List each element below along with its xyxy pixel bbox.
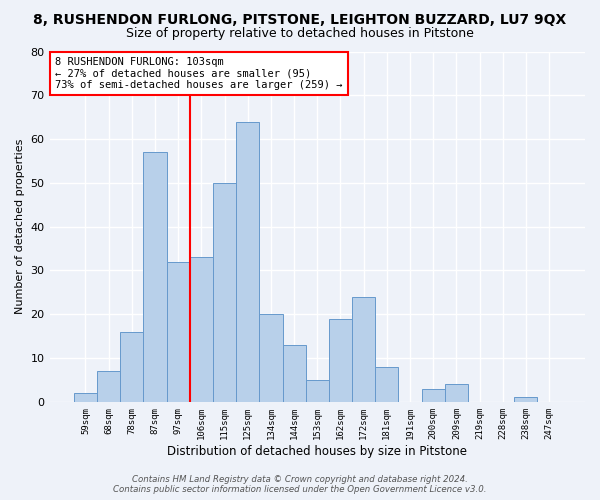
Bar [190, 258, 213, 402]
Bar [283, 345, 305, 402]
Bar [167, 262, 190, 402]
Text: 8 RUSHENDON FURLONG: 103sqm
← 27% of detached houses are smaller (95)
73% of sem: 8 RUSHENDON FURLONG: 103sqm ← 27% of det… [55, 57, 343, 90]
Bar [213, 183, 236, 402]
Text: Size of property relative to detached houses in Pitstone: Size of property relative to detached ho… [126, 28, 474, 40]
Bar [422, 388, 445, 402]
Bar [375, 367, 398, 402]
Text: 8, RUSHENDON FURLONG, PITSTONE, LEIGHTON BUZZARD, LU7 9QX: 8, RUSHENDON FURLONG, PITSTONE, LEIGHTON… [34, 12, 566, 26]
Bar [305, 380, 329, 402]
Y-axis label: Number of detached properties: Number of detached properties [15, 139, 25, 314]
Bar [445, 384, 468, 402]
X-axis label: Distribution of detached houses by size in Pitstone: Distribution of detached houses by size … [167, 444, 467, 458]
Text: Contains HM Land Registry data © Crown copyright and database right 2024.
Contai: Contains HM Land Registry data © Crown c… [113, 474, 487, 494]
Bar [514, 398, 538, 402]
Bar [74, 393, 97, 402]
Bar [97, 371, 120, 402]
Bar [259, 314, 283, 402]
Bar [329, 318, 352, 402]
Bar [352, 296, 375, 402]
Bar [143, 152, 167, 402]
Bar [120, 332, 143, 402]
Bar [236, 122, 259, 402]
